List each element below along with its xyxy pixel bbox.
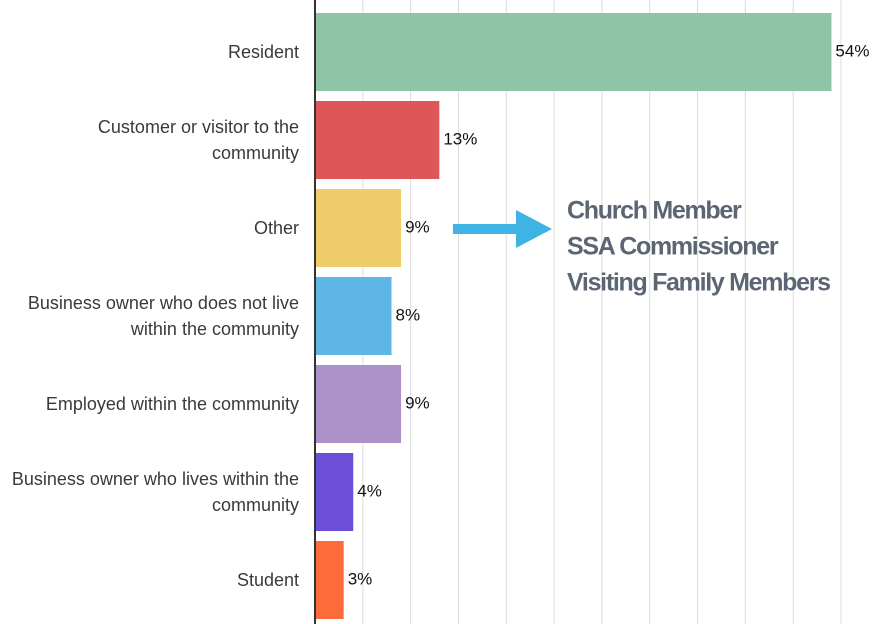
data-label: 54% bbox=[835, 41, 869, 60]
category-label: Resident bbox=[0, 8, 299, 96]
category-text: Customer or visitor to the community bbox=[97, 117, 299, 163]
category-text: Other bbox=[253, 218, 299, 238]
category-label: Customer or visitor to the community bbox=[0, 96, 299, 184]
annotation: SSA Commissioner bbox=[567, 233, 779, 261]
category-text: Employed within the community bbox=[45, 394, 299, 414]
category-text: Student bbox=[236, 570, 299, 590]
data-label: 4% bbox=[357, 481, 382, 500]
bar bbox=[315, 541, 344, 619]
category-label: Business owner who does not live within … bbox=[0, 272, 299, 360]
bar bbox=[315, 101, 440, 179]
bar bbox=[315, 13, 832, 91]
annotation: Visiting Family Members bbox=[567, 269, 830, 297]
category-label: Employed within the community bbox=[0, 360, 299, 448]
bar bbox=[315, 189, 402, 267]
bar bbox=[315, 277, 392, 355]
category-label: Other bbox=[0, 184, 299, 272]
data-label: 9% bbox=[405, 217, 430, 236]
annotation: Church Member bbox=[567, 197, 742, 225]
data-label: 13% bbox=[443, 129, 477, 148]
category-text: Resident bbox=[227, 42, 299, 62]
bar bbox=[315, 453, 354, 531]
bar bbox=[315, 365, 402, 443]
arrow-shaft bbox=[453, 224, 517, 234]
category-text: Business owner who lives within the comm… bbox=[11, 469, 299, 515]
data-label: 8% bbox=[396, 305, 421, 324]
category-text: Business owner who does not live within … bbox=[27, 293, 299, 339]
data-label: 3% bbox=[348, 569, 373, 588]
category-label: Business owner who lives within the comm… bbox=[0, 448, 299, 536]
category-label: Student bbox=[0, 536, 299, 624]
data-label: 9% bbox=[405, 393, 430, 412]
arrow-head bbox=[516, 210, 552, 248]
